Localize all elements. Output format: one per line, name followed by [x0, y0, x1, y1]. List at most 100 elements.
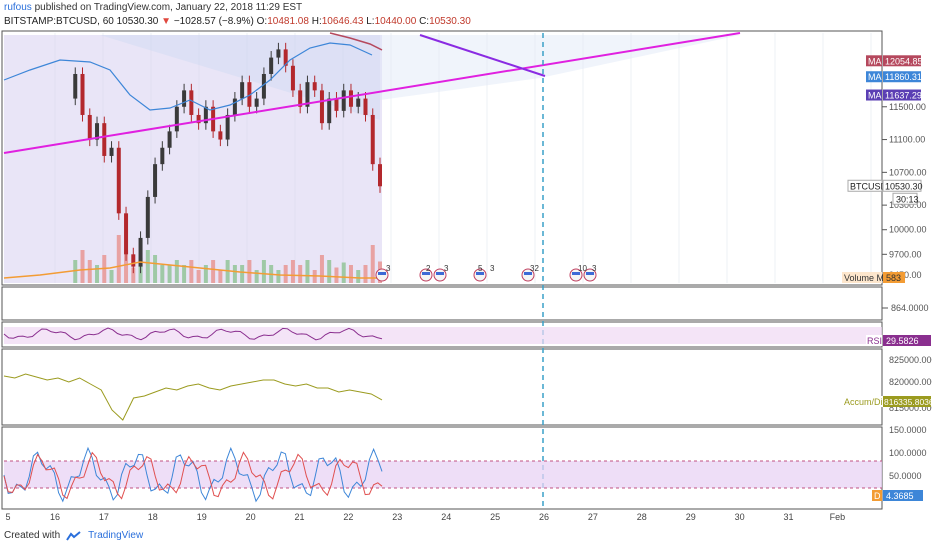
volume-bar [174, 260, 179, 283]
volume-bar [196, 270, 201, 283]
candle-body [363, 98, 368, 115]
volume-bar [160, 265, 165, 283]
price-label-value-box [883, 89, 921, 101]
candle-body [203, 106, 208, 124]
event-count: 32 [530, 264, 539, 273]
open-value: 10481.08 [267, 16, 309, 27]
candle-body [153, 164, 158, 197]
time-tick-label: 5 [5, 512, 10, 522]
stoch-tick-2: 100.0000 [889, 448, 927, 458]
candle-body [261, 73, 266, 99]
time-tick-label: 23 [392, 512, 402, 522]
candle-body [334, 98, 339, 111]
candle-body [182, 90, 187, 107]
brand-link[interactable]: TradingView [88, 530, 144, 541]
candle-body [247, 82, 252, 107]
publish-text: published on TradingView.com, January 22… [34, 2, 303, 13]
event-flag-stripe [476, 272, 484, 275]
candle-body [124, 213, 129, 255]
event-markers[interactable]: 3 2 3 5 3 32 10 3 [375, 264, 597, 282]
price-label-value-box [882, 179, 922, 192]
symbol-line: BITSTAMP:BTCUSD, 60 10530.30 ▼ −1028.57 … [4, 16, 471, 27]
accum-title: Accum/Dist [844, 397, 890, 407]
price-label-name: MA [868, 91, 882, 101]
candle-body [174, 106, 179, 132]
volume-bar [283, 265, 288, 283]
volume-ma-label: Volume MA 583 [842, 272, 905, 283]
volume-bar [305, 260, 310, 283]
time-axis: 5 16 17 18 19 20 21 22 23 24 25 26 27 28 29 30 31 Feb [5, 512, 845, 522]
time-tick-label: 19 [197, 512, 207, 522]
volume-bar [124, 250, 129, 283]
volume-bar [356, 270, 361, 283]
candle-body [240, 82, 245, 99]
price-label-value: 11637.29 [885, 91, 922, 101]
event-count: 2 [426, 264, 431, 273]
time-tick-label: 22 [343, 512, 353, 522]
time-tick-label: 29 [686, 512, 696, 522]
down-arrow-icon: ▼ [161, 16, 172, 27]
time-tick-label: 25 [490, 512, 500, 522]
candle-body [225, 114, 230, 140]
candle-body [283, 49, 288, 66]
rsi-value: 29.5826 [886, 336, 919, 346]
symbol-label: BITSTAMP:BTCUSD, 60 [4, 16, 114, 27]
price-label-name-box [847, 179, 883, 192]
event-flag-stripe [572, 272, 580, 275]
price-tick-label: 10300.00 [889, 200, 927, 210]
publish-line: rufous published on TradingView.com, Jan… [4, 2, 302, 13]
time-tick-label: 31 [783, 512, 793, 522]
candle-body [327, 98, 332, 124]
volume-bar [95, 265, 100, 283]
candle-body [232, 98, 237, 115]
event-count: 3 [386, 264, 391, 273]
time-tick-label: 21 [294, 512, 304, 522]
ma-red-line [329, 32, 383, 51]
tradingview-logo-icon [66, 530, 81, 541]
candle-body [138, 237, 143, 267]
volume-bar [319, 255, 324, 283]
volume-bar [153, 255, 158, 283]
high-label: H: [311, 16, 322, 27]
accum-pane: 825000.0000 820000.0000 815000.0000 Accu… [3, 355, 932, 421]
projection-fill [100, 35, 380, 120]
volume-bar [240, 265, 245, 283]
price-label-name: BTCUSD [850, 181, 888, 191]
accum-tick-2: 820000.0000 [889, 377, 932, 387]
volume-bar [334, 267, 339, 283]
event-count: 3 [592, 264, 597, 273]
accum-value: 816335.8036 [884, 397, 932, 407]
low-label: L: [366, 16, 375, 27]
volume-bar [276, 270, 281, 283]
candle-body [276, 49, 281, 58]
volume-bar [145, 250, 150, 283]
trendline-magenta[interactable] [3, 32, 741, 154]
projection-fill-right [380, 35, 740, 100]
candle-body [145, 196, 150, 238]
volume-bar [218, 270, 223, 283]
event-flag-stripe [586, 272, 594, 275]
rsi-line [3, 327, 383, 341]
volume-bar [182, 265, 187, 283]
price-label-name-box [866, 71, 882, 83]
time-tick-label: 16 [50, 512, 60, 522]
time-tick-label: 18 [148, 512, 158, 522]
volume-bar [254, 270, 259, 283]
candle-body [341, 90, 346, 111]
author-link[interactable]: rufous [4, 2, 32, 13]
event-flag-stripe [436, 272, 444, 275]
candle-body [167, 131, 172, 148]
candle-body [305, 82, 310, 107]
price-label-value: 10530.30 [885, 181, 923, 191]
price-label-value: 12054.85 [885, 56, 923, 66]
candle-body [319, 90, 324, 124]
candle-body [87, 114, 92, 140]
accum-tick-1: 825000.0000 [889, 355, 932, 365]
price-tick-label: 9700.00 [889, 249, 922, 259]
trendline-purple[interactable] [419, 34, 546, 77]
candle-body [95, 123, 100, 140]
price-tick-label: 9450.00 [889, 270, 922, 280]
last-price: 10530.30 [116, 16, 159, 27]
